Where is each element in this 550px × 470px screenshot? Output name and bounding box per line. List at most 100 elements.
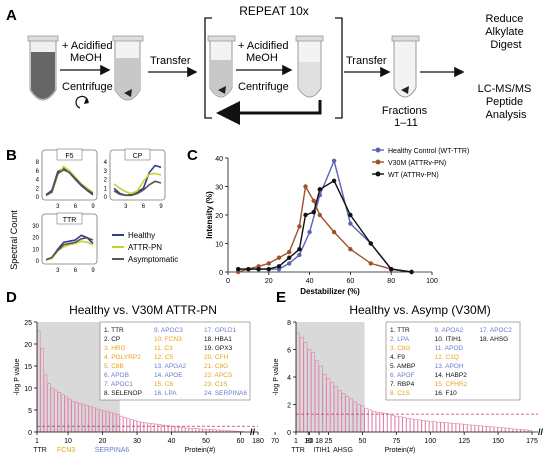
bar — [399, 417, 402, 432]
protein-table-cell: 18. AHSG — [479, 336, 508, 343]
subplot-ytick: 2 — [36, 186, 40, 192]
protein-table-cell: 4. F9 — [390, 354, 405, 361]
subplot-xtick: 3 — [124, 204, 128, 210]
bar — [456, 424, 459, 432]
panel-d-title: Healthy vs. V30M ATTR-PN — [69, 303, 217, 317]
bar — [487, 427, 490, 433]
protein-table-cell: 2. CP — [104, 336, 120, 343]
bar — [376, 412, 379, 432]
protein-table-cell: 5. AMBP — [390, 363, 415, 370]
protein-table-cell: 8. C1S — [390, 390, 411, 397]
xtick-label: 20 — [99, 438, 107, 445]
subplot-ytick: 0 — [36, 195, 40, 201]
repeat-title: REPEAT 10x — [239, 4, 309, 18]
c-xtick-label: 0 — [226, 278, 230, 285]
protein-table-cell: 14. HABP2 — [435, 372, 468, 379]
bar — [506, 428, 509, 432]
ytick-label: 0 — [28, 430, 32, 437]
protein-table-cell: 3. C8G — [390, 345, 411, 352]
bar — [494, 427, 497, 432]
bar — [182, 428, 185, 432]
rotate-arrow-icon — [76, 96, 89, 108]
c-ylabel: Intensity (%) — [205, 191, 214, 239]
bar — [475, 425, 478, 432]
c-data-point — [332, 159, 336, 163]
bar — [414, 420, 417, 432]
subplot-ytick: 4 — [104, 160, 108, 166]
protein-table-cell: 10. ITIH1 — [435, 336, 462, 343]
c-xtick-label: 60 — [347, 278, 355, 285]
bar — [189, 428, 192, 432]
step2-centrifuge: Centrifuge — [238, 81, 289, 93]
bar — [502, 428, 505, 432]
subplot-ytick: 2 — [104, 178, 108, 184]
bar — [155, 424, 158, 432]
panel-b-letter: B — [6, 147, 17, 164]
fractions-line1: Fractions — [382, 105, 428, 117]
step2-label: + Acidified MeOH — [238, 40, 292, 64]
transfer-2-label: Transfer — [346, 55, 387, 67]
bar — [388, 414, 391, 432]
subplot-ytick: 3 — [104, 169, 108, 175]
panel-e-title: Healthy vs. Asymp (V30M) — [349, 303, 490, 317]
panel-d-letter: D — [6, 289, 17, 306]
subplot-ytick: 6 — [36, 169, 40, 175]
bar — [179, 427, 182, 432]
bar — [422, 420, 425, 432]
process-2-line2: Peptide — [486, 96, 523, 108]
protein-table-cell: 21. C8G — [204, 363, 228, 370]
bar — [437, 422, 440, 432]
c-data-point — [318, 213, 322, 217]
subplot-title: F5 — [65, 153, 73, 160]
xtick-label: 18 — [315, 438, 323, 445]
protein-table-cell: 12. C5 — [154, 354, 174, 361]
xtick-label: 70 — [271, 438, 279, 445]
bar — [483, 426, 486, 432]
protein-table-cell: 20. CFH — [204, 354, 229, 361]
protein-table-cell: 6. APOB — [104, 372, 129, 379]
bar — [513, 429, 516, 432]
protein-table-cell: 6. APOF — [390, 372, 415, 379]
bar — [498, 428, 501, 432]
bar — [407, 418, 410, 432]
c-series-line — [238, 161, 411, 272]
axis-break-icon: // — [250, 427, 256, 437]
ytick-label: 8 — [287, 320, 291, 327]
subplot-ytick: 0 — [104, 195, 108, 201]
tube-2-icon — [113, 36, 143, 100]
c-data-point — [277, 264, 281, 268]
ytick-label: 0 — [287, 430, 291, 437]
bar — [490, 427, 493, 432]
protein-table-cell: 1. TTR — [390, 327, 410, 334]
subplot-ytick: 8 — [36, 160, 40, 166]
bar — [120, 416, 123, 432]
xtick-label: 10 — [64, 438, 72, 445]
xlabel: Protein(#) — [385, 447, 416, 454]
subplot-ytick: 0 — [36, 259, 40, 265]
c-data-point — [287, 256, 291, 260]
protein-callout-label: FCN3 — [57, 447, 75, 454]
c-data-point — [332, 179, 336, 183]
subplot-ytick: 20 — [32, 236, 39, 242]
bar — [175, 427, 178, 432]
xtick-label: 150 — [492, 438, 504, 445]
process-1-line3: Digest — [490, 39, 521, 51]
c-series-line — [238, 187, 411, 273]
bar — [186, 428, 189, 432]
bar — [380, 413, 383, 432]
c-ytick-label: 40 — [215, 156, 223, 163]
ytick-label: 5 — [28, 408, 32, 415]
protein-table-cell: 16. LPA — [154, 390, 177, 397]
c-data-point — [297, 253, 301, 257]
xtick-label: 60 — [237, 438, 245, 445]
ytick-label: 6 — [287, 348, 291, 355]
xtick-label: 175 — [526, 438, 538, 445]
c-ytick-label: 0 — [219, 270, 223, 277]
bar — [452, 423, 455, 432]
ytick-label: 25 — [24, 320, 32, 327]
fractions-line2: 1–11 — [394, 117, 418, 129]
